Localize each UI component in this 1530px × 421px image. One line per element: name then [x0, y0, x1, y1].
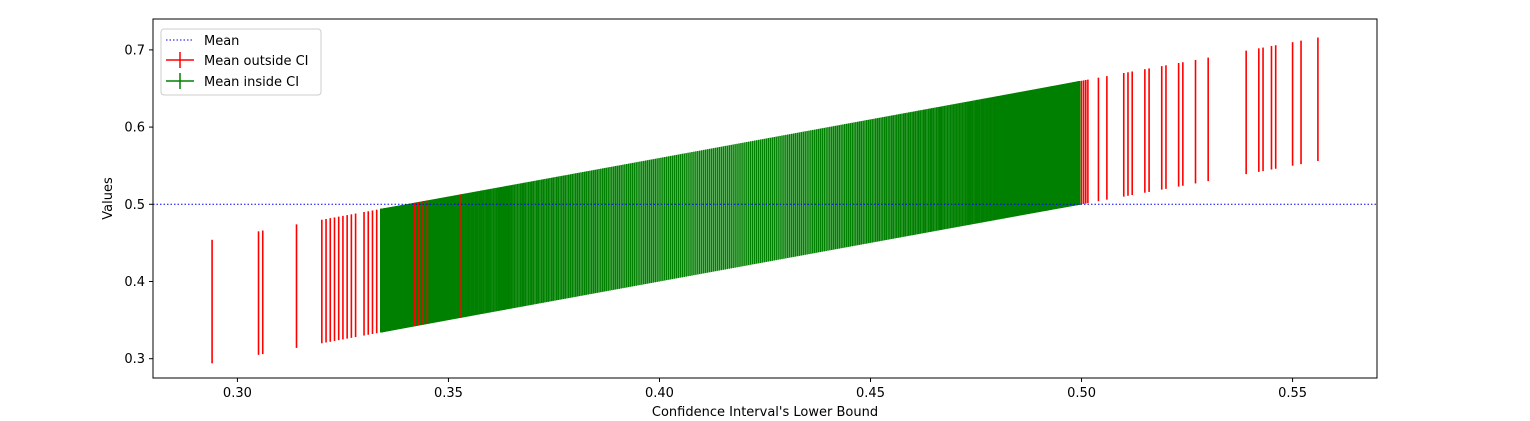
outside-ci-bars: [211, 37, 1319, 364]
x-tick-label: 0.35: [434, 386, 463, 401]
y-axis: 0.3 0.4 0.5 0.6 0.7: [124, 43, 153, 367]
legend-inside-label: Mean inside CI: [204, 75, 299, 90]
y-tick-label: 0.5: [124, 198, 145, 213]
y-axis-label: Values: [101, 177, 116, 220]
y-tick-label: 0.7: [124, 43, 145, 58]
x-tick-label: 0.40: [645, 386, 674, 401]
x-tick-label: 0.45: [856, 386, 885, 401]
legend: Mean Mean outside CI Mean inside CI: [160, 28, 322, 96]
legend-outside-label: Mean outside CI: [204, 54, 309, 69]
plot-frame: [152, 18, 1378, 379]
x-tick-label: 0.50: [1067, 386, 1096, 401]
y-tick-label: 0.4: [124, 275, 145, 290]
inside-ci-bars: [380, 81, 1081, 333]
legend-box: [160, 28, 322, 96]
x-axis-label: Confidence Interval's Lower Bound: [652, 405, 878, 420]
x-axis: 0.30 0.35 0.40 0.45 0.50 0.55: [223, 378, 1307, 401]
x-tick-label: 0.55: [1278, 386, 1307, 401]
x-tick-label: 0.30: [223, 386, 252, 401]
legend-mean-label: Mean: [204, 34, 239, 49]
y-tick-label: 0.6: [124, 121, 145, 136]
y-tick-label: 0.3: [124, 352, 145, 367]
